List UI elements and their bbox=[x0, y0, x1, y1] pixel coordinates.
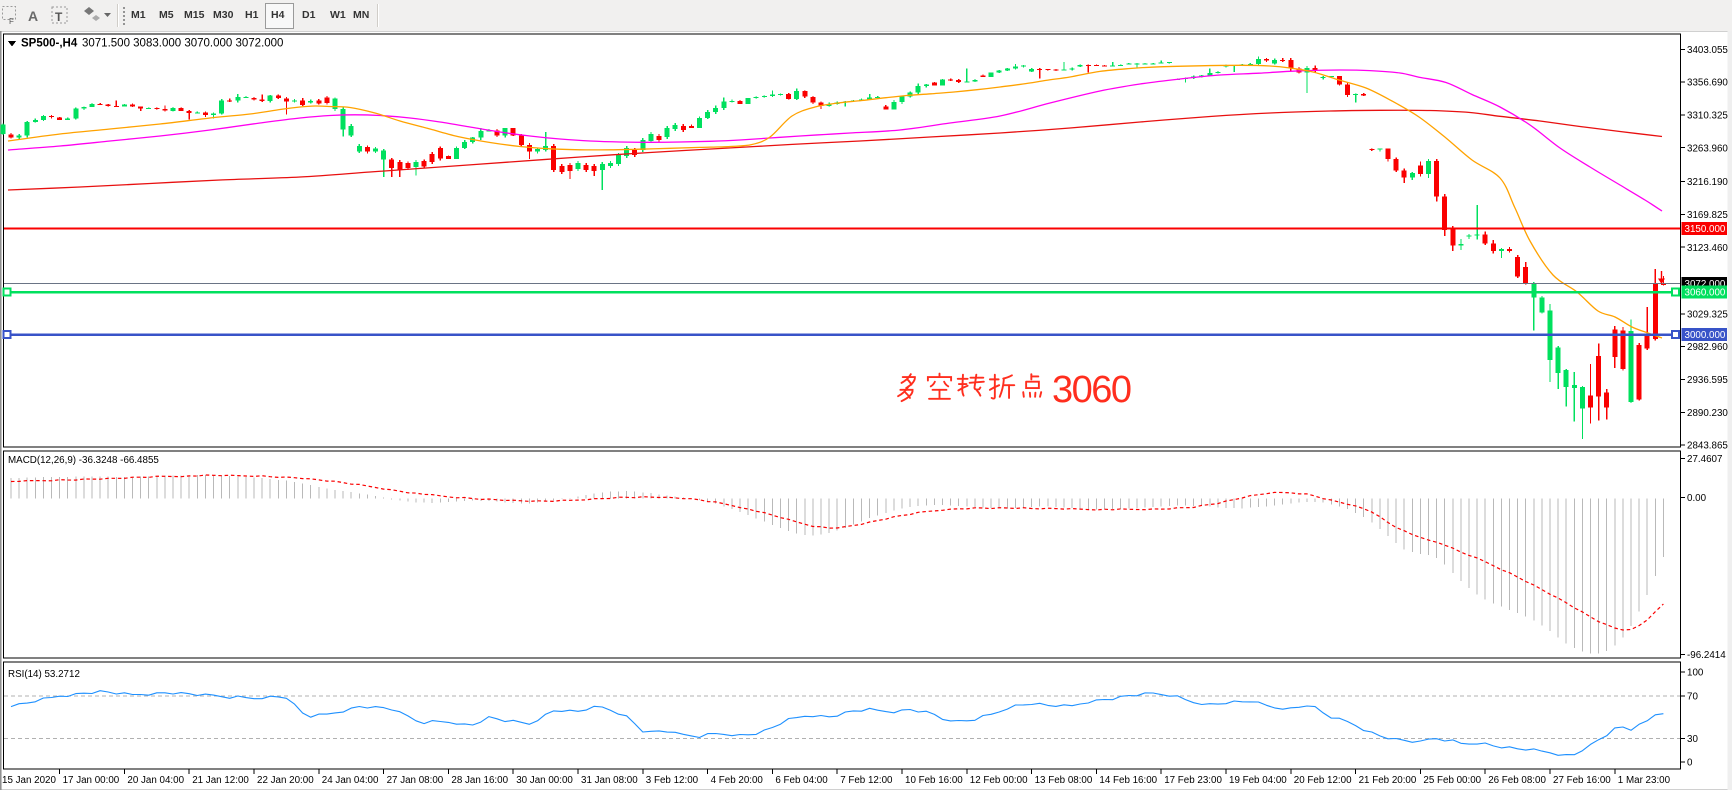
svg-text:20 Feb 12:00: 20 Feb 12:00 bbox=[1294, 775, 1352, 786]
svg-text:70: 70 bbox=[1687, 692, 1698, 703]
svg-text:RSI(14) 53.2712: RSI(14) 53.2712 bbox=[8, 669, 80, 680]
svg-text:21 Jan 12:00: 21 Jan 12:00 bbox=[192, 775, 249, 786]
svg-text:SP500-,H4: SP500-,H4 bbox=[21, 38, 78, 50]
svg-text:2890.230: 2890.230 bbox=[1687, 408, 1728, 419]
svg-text:21 Feb 20:00: 21 Feb 20:00 bbox=[1359, 775, 1417, 786]
svg-text:15 Jan 2020: 15 Jan 2020 bbox=[2, 775, 56, 786]
svg-text:2982.960: 2982.960 bbox=[1687, 342, 1728, 353]
svg-text:26 Feb 08:00: 26 Feb 08:00 bbox=[1488, 775, 1546, 786]
svg-text:3 Feb 12:00: 3 Feb 12:00 bbox=[646, 775, 699, 786]
svg-text:14 Feb 16:00: 14 Feb 16:00 bbox=[1099, 775, 1157, 786]
svg-text:4 Feb 20:00: 4 Feb 20:00 bbox=[711, 775, 764, 786]
svg-text:T: T bbox=[55, 10, 63, 24]
svg-text:19 Feb 04:00: 19 Feb 04:00 bbox=[1229, 775, 1287, 786]
svg-text:1 Mar 23:00: 1 Mar 23:00 bbox=[1618, 775, 1671, 786]
svg-text:30 Jan 00:00: 30 Jan 00:00 bbox=[516, 775, 573, 786]
svg-text:24 Jan 04:00: 24 Jan 04:00 bbox=[322, 775, 379, 786]
svg-text:6 Feb 04:00: 6 Feb 04:00 bbox=[775, 775, 828, 786]
svg-text:30: 30 bbox=[1687, 734, 1698, 745]
svg-text:-96.2414: -96.2414 bbox=[1687, 650, 1726, 661]
svg-text:13 Feb 08:00: 13 Feb 08:00 bbox=[1035, 775, 1093, 786]
svg-text:27 Feb 16:00: 27 Feb 16:00 bbox=[1553, 775, 1611, 786]
svg-text:27 Jan 08:00: 27 Jan 08:00 bbox=[387, 775, 444, 786]
svg-text:3072.000: 3072.000 bbox=[1685, 279, 1726, 290]
svg-text:2936.595: 2936.595 bbox=[1687, 375, 1728, 386]
svg-text:0: 0 bbox=[1687, 758, 1693, 769]
svg-text:3310.325: 3310.325 bbox=[1687, 111, 1728, 122]
svg-text:3216.190: 3216.190 bbox=[1687, 177, 1728, 188]
svg-text:3060.000: 3060.000 bbox=[1685, 288, 1726, 299]
svg-text:22 Jan 20:00: 22 Jan 20:00 bbox=[257, 775, 314, 786]
svg-text:2843.865: 2843.865 bbox=[1687, 441, 1728, 452]
svg-text:25 Feb 00:00: 25 Feb 00:00 bbox=[1423, 775, 1481, 786]
svg-text:27.4607: 27.4607 bbox=[1687, 454, 1722, 465]
svg-text:100: 100 bbox=[1687, 668, 1704, 679]
svg-text:3000.000: 3000.000 bbox=[1685, 330, 1726, 341]
svg-text:31 Jan 08:00: 31 Jan 08:00 bbox=[581, 775, 638, 786]
svg-text:MACD(12,26,9) -36.3248 -66.485: MACD(12,26,9) -36.3248 -66.4855 bbox=[8, 455, 159, 466]
svg-text:3123.460: 3123.460 bbox=[1687, 243, 1728, 254]
svg-text:3071.500 3083.000 3070.000 307: 3071.500 3083.000 3070.000 3072.000 bbox=[82, 38, 283, 50]
svg-text:A: A bbox=[28, 8, 38, 24]
svg-text:3060: 3060 bbox=[1052, 369, 1131, 411]
svg-text:3263.960: 3263.960 bbox=[1687, 143, 1728, 154]
svg-text:12 Feb 00:00: 12 Feb 00:00 bbox=[970, 775, 1028, 786]
svg-text:17 Jan 00:00: 17 Jan 00:00 bbox=[63, 775, 120, 786]
svg-text:17 Feb 23:00: 17 Feb 23:00 bbox=[1164, 775, 1222, 786]
svg-text:7 Feb 12:00: 7 Feb 12:00 bbox=[840, 775, 893, 786]
svg-text:3029.325: 3029.325 bbox=[1687, 309, 1728, 320]
svg-text:10 Feb 16:00: 10 Feb 16:00 bbox=[905, 775, 963, 786]
svg-text:3403.055: 3403.055 bbox=[1687, 45, 1728, 56]
svg-text:0.00: 0.00 bbox=[1687, 493, 1707, 504]
svg-text:3356.690: 3356.690 bbox=[1687, 78, 1728, 89]
svg-text:3169.825: 3169.825 bbox=[1687, 210, 1728, 221]
svg-text:28 Jan 16:00: 28 Jan 16:00 bbox=[451, 775, 508, 786]
svg-text:3150.000: 3150.000 bbox=[1685, 224, 1726, 235]
svg-text:F: F bbox=[9, 17, 14, 26]
svg-text:20 Jan 04:00: 20 Jan 04:00 bbox=[127, 775, 184, 786]
